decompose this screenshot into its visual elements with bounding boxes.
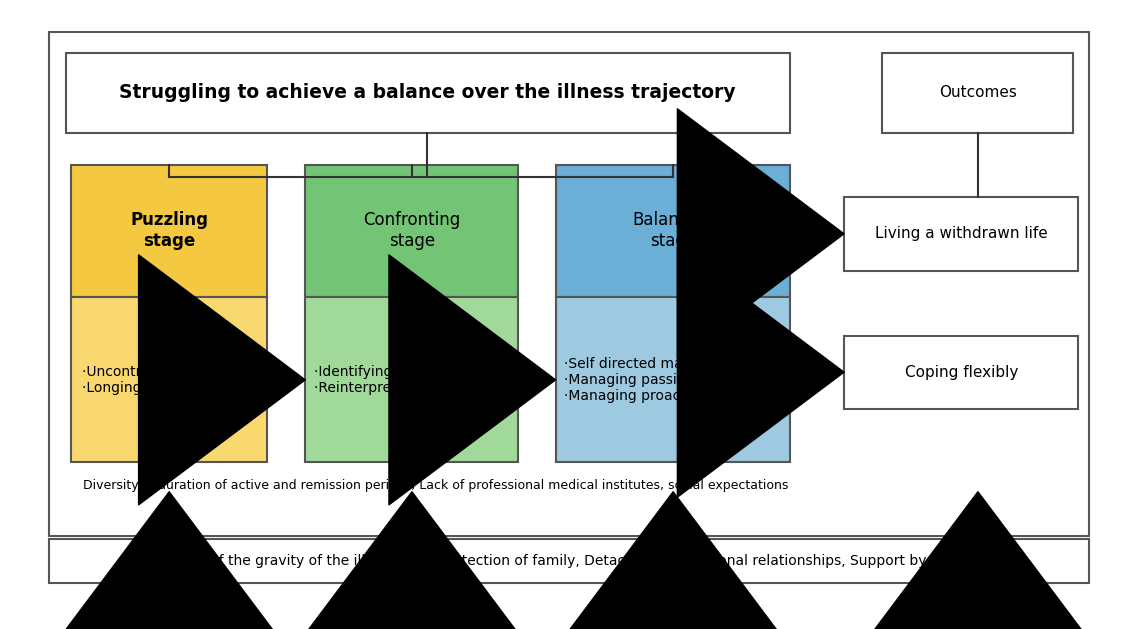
Text: ·Self directed management
·Managing passively
·Managing proactively: ·Self directed management ·Managing pass… xyxy=(564,357,754,403)
Text: Puzzling
stage: Puzzling stage xyxy=(130,211,209,250)
Point xyxy=(972,194,985,201)
FancyBboxPatch shape xyxy=(882,53,1073,133)
FancyBboxPatch shape xyxy=(844,336,1078,409)
Point xyxy=(972,129,985,136)
FancyBboxPatch shape xyxy=(71,298,267,462)
Point xyxy=(666,173,680,181)
FancyBboxPatch shape xyxy=(66,53,790,133)
Point xyxy=(666,161,680,169)
Text: Confronting
stage: Confronting stage xyxy=(364,211,460,250)
Text: ·Identifying the illness
·Reinterpreting situations: ·Identifying the illness ·Reinterpreting… xyxy=(314,365,490,395)
Text: Balancing
stage: Balancing stage xyxy=(633,211,714,250)
Text: Living a withdrawn life: Living a withdrawn life xyxy=(875,226,1048,242)
Point xyxy=(421,129,434,136)
FancyBboxPatch shape xyxy=(49,539,1089,583)
Text: Diversity in duration of active and remission periods, Lack of professional medi: Diversity in duration of active and remi… xyxy=(83,479,789,493)
Point xyxy=(405,173,419,181)
FancyBboxPatch shape xyxy=(555,165,790,298)
FancyBboxPatch shape xyxy=(555,298,790,462)
Point xyxy=(421,173,434,181)
Point xyxy=(163,161,176,169)
Text: Recognition of the gravity of the illness, Overprotection of family, Detached in: Recognition of the gravity of the illnes… xyxy=(125,554,1013,567)
FancyBboxPatch shape xyxy=(71,165,267,298)
Point xyxy=(666,173,680,181)
Point xyxy=(163,173,176,181)
FancyBboxPatch shape xyxy=(49,32,1089,536)
FancyBboxPatch shape xyxy=(844,198,1078,271)
Text: Struggling to achieve a balance over the illness trajectory: Struggling to achieve a balance over the… xyxy=(119,83,736,102)
Text: Outcomes: Outcomes xyxy=(939,85,1017,100)
Point xyxy=(405,161,419,169)
Text: Coping flexibly: Coping flexibly xyxy=(905,365,1019,380)
FancyBboxPatch shape xyxy=(305,298,517,462)
Point xyxy=(163,173,176,181)
Text: ·Uncontrolled agony
·Longing for a cure: ·Uncontrolled agony ·Longing for a cure xyxy=(82,365,222,395)
FancyBboxPatch shape xyxy=(305,165,517,298)
